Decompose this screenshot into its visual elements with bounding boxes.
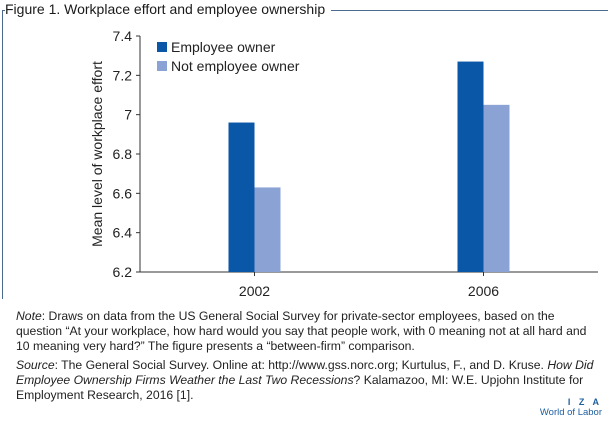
y-tick-label: 6.4 bbox=[113, 225, 133, 241]
y-tick-label: 6.8 bbox=[113, 146, 133, 162]
y-tick-label: 6.6 bbox=[113, 185, 133, 201]
legend-swatch bbox=[157, 42, 167, 52]
source-label: Source bbox=[16, 358, 55, 372]
legend-swatch bbox=[157, 61, 167, 71]
source-text-2: ? Kalamazoo, MI: W.E. Upjohn Institute f… bbox=[16, 373, 584, 402]
note-label: Note bbox=[16, 309, 42, 323]
source-paragraph: Source: The General Social Survey. Onlin… bbox=[16, 358, 598, 403]
legend-label: Employee owner bbox=[171, 39, 276, 55]
iza-logo: I Z A World of Labor bbox=[540, 397, 602, 418]
bar-chart: 6.2 6.4 6.6 6.8 7 7.2 7.4 Mean level of workpla… bbox=[89, 28, 598, 299]
logo-world-of-labor: World of Labor bbox=[539, 407, 602, 418]
figure-frame-left bbox=[2, 10, 3, 299]
y-tick-label: 7.2 bbox=[113, 67, 133, 83]
y-tick-label: 6.2 bbox=[113, 264, 133, 280]
y-axis-label: Mean level of workplace effort bbox=[89, 61, 105, 247]
note-paragraph: Note: Draws on data from the US General … bbox=[16, 309, 598, 354]
y-tick-label: 7.4 bbox=[113, 28, 133, 44]
bar-2006-not-employee-owner bbox=[483, 104, 510, 272]
source-text-1: : The General Social Survey. Online at: … bbox=[54, 358, 548, 372]
y-tick-label: 7 bbox=[124, 107, 132, 123]
bar-2002-employee-owner bbox=[228, 122, 255, 273]
bar-2006-employee-owner bbox=[457, 61, 484, 272]
figure-title: Figure 1. Workplace effort and employee … bbox=[5, 1, 332, 17]
logo-iza: I Z A bbox=[567, 397, 602, 407]
x-tick-label: 2002 bbox=[239, 283, 270, 299]
note-text: : Draws on data from the US General Soci… bbox=[16, 309, 587, 353]
bar-2002-not-employee-owner bbox=[254, 187, 281, 272]
legend-label: Not employee owner bbox=[171, 58, 300, 74]
source-title: How Did Employee Ownership Firms Weather… bbox=[16, 358, 594, 387]
figure-notes: Note: Draws on data from the US General … bbox=[16, 309, 598, 407]
x-tick-label: 2006 bbox=[468, 283, 499, 299]
